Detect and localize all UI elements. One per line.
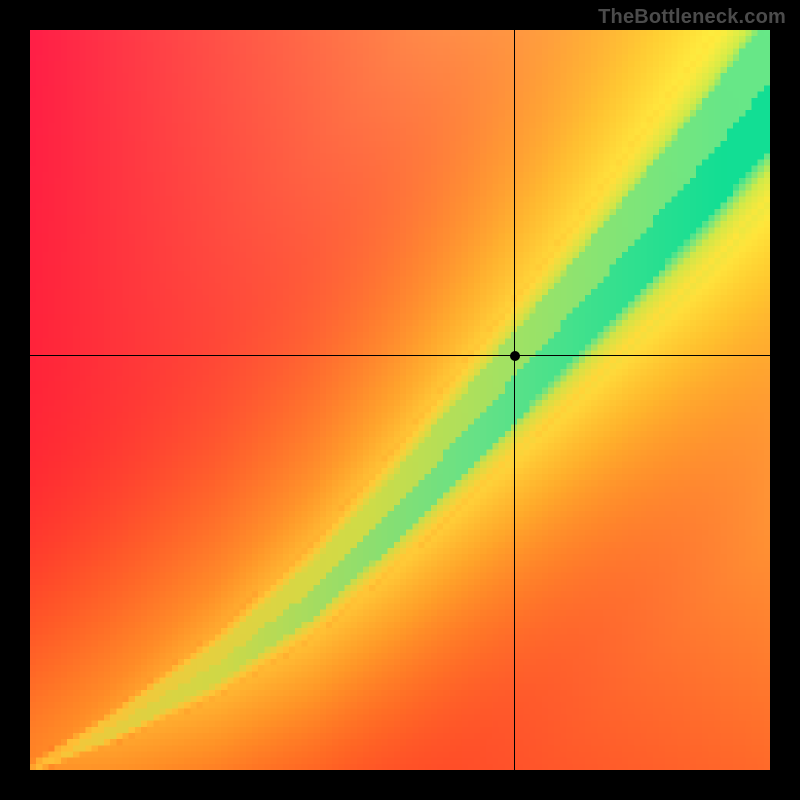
heatmap-plot <box>30 30 770 770</box>
heatmap-canvas <box>30 30 770 770</box>
watermark-text: TheBottleneck.com <box>598 6 786 29</box>
crosshair-vertical <box>514 30 515 770</box>
crosshair-horizontal <box>30 355 770 356</box>
crosshair-marker <box>510 351 520 361</box>
